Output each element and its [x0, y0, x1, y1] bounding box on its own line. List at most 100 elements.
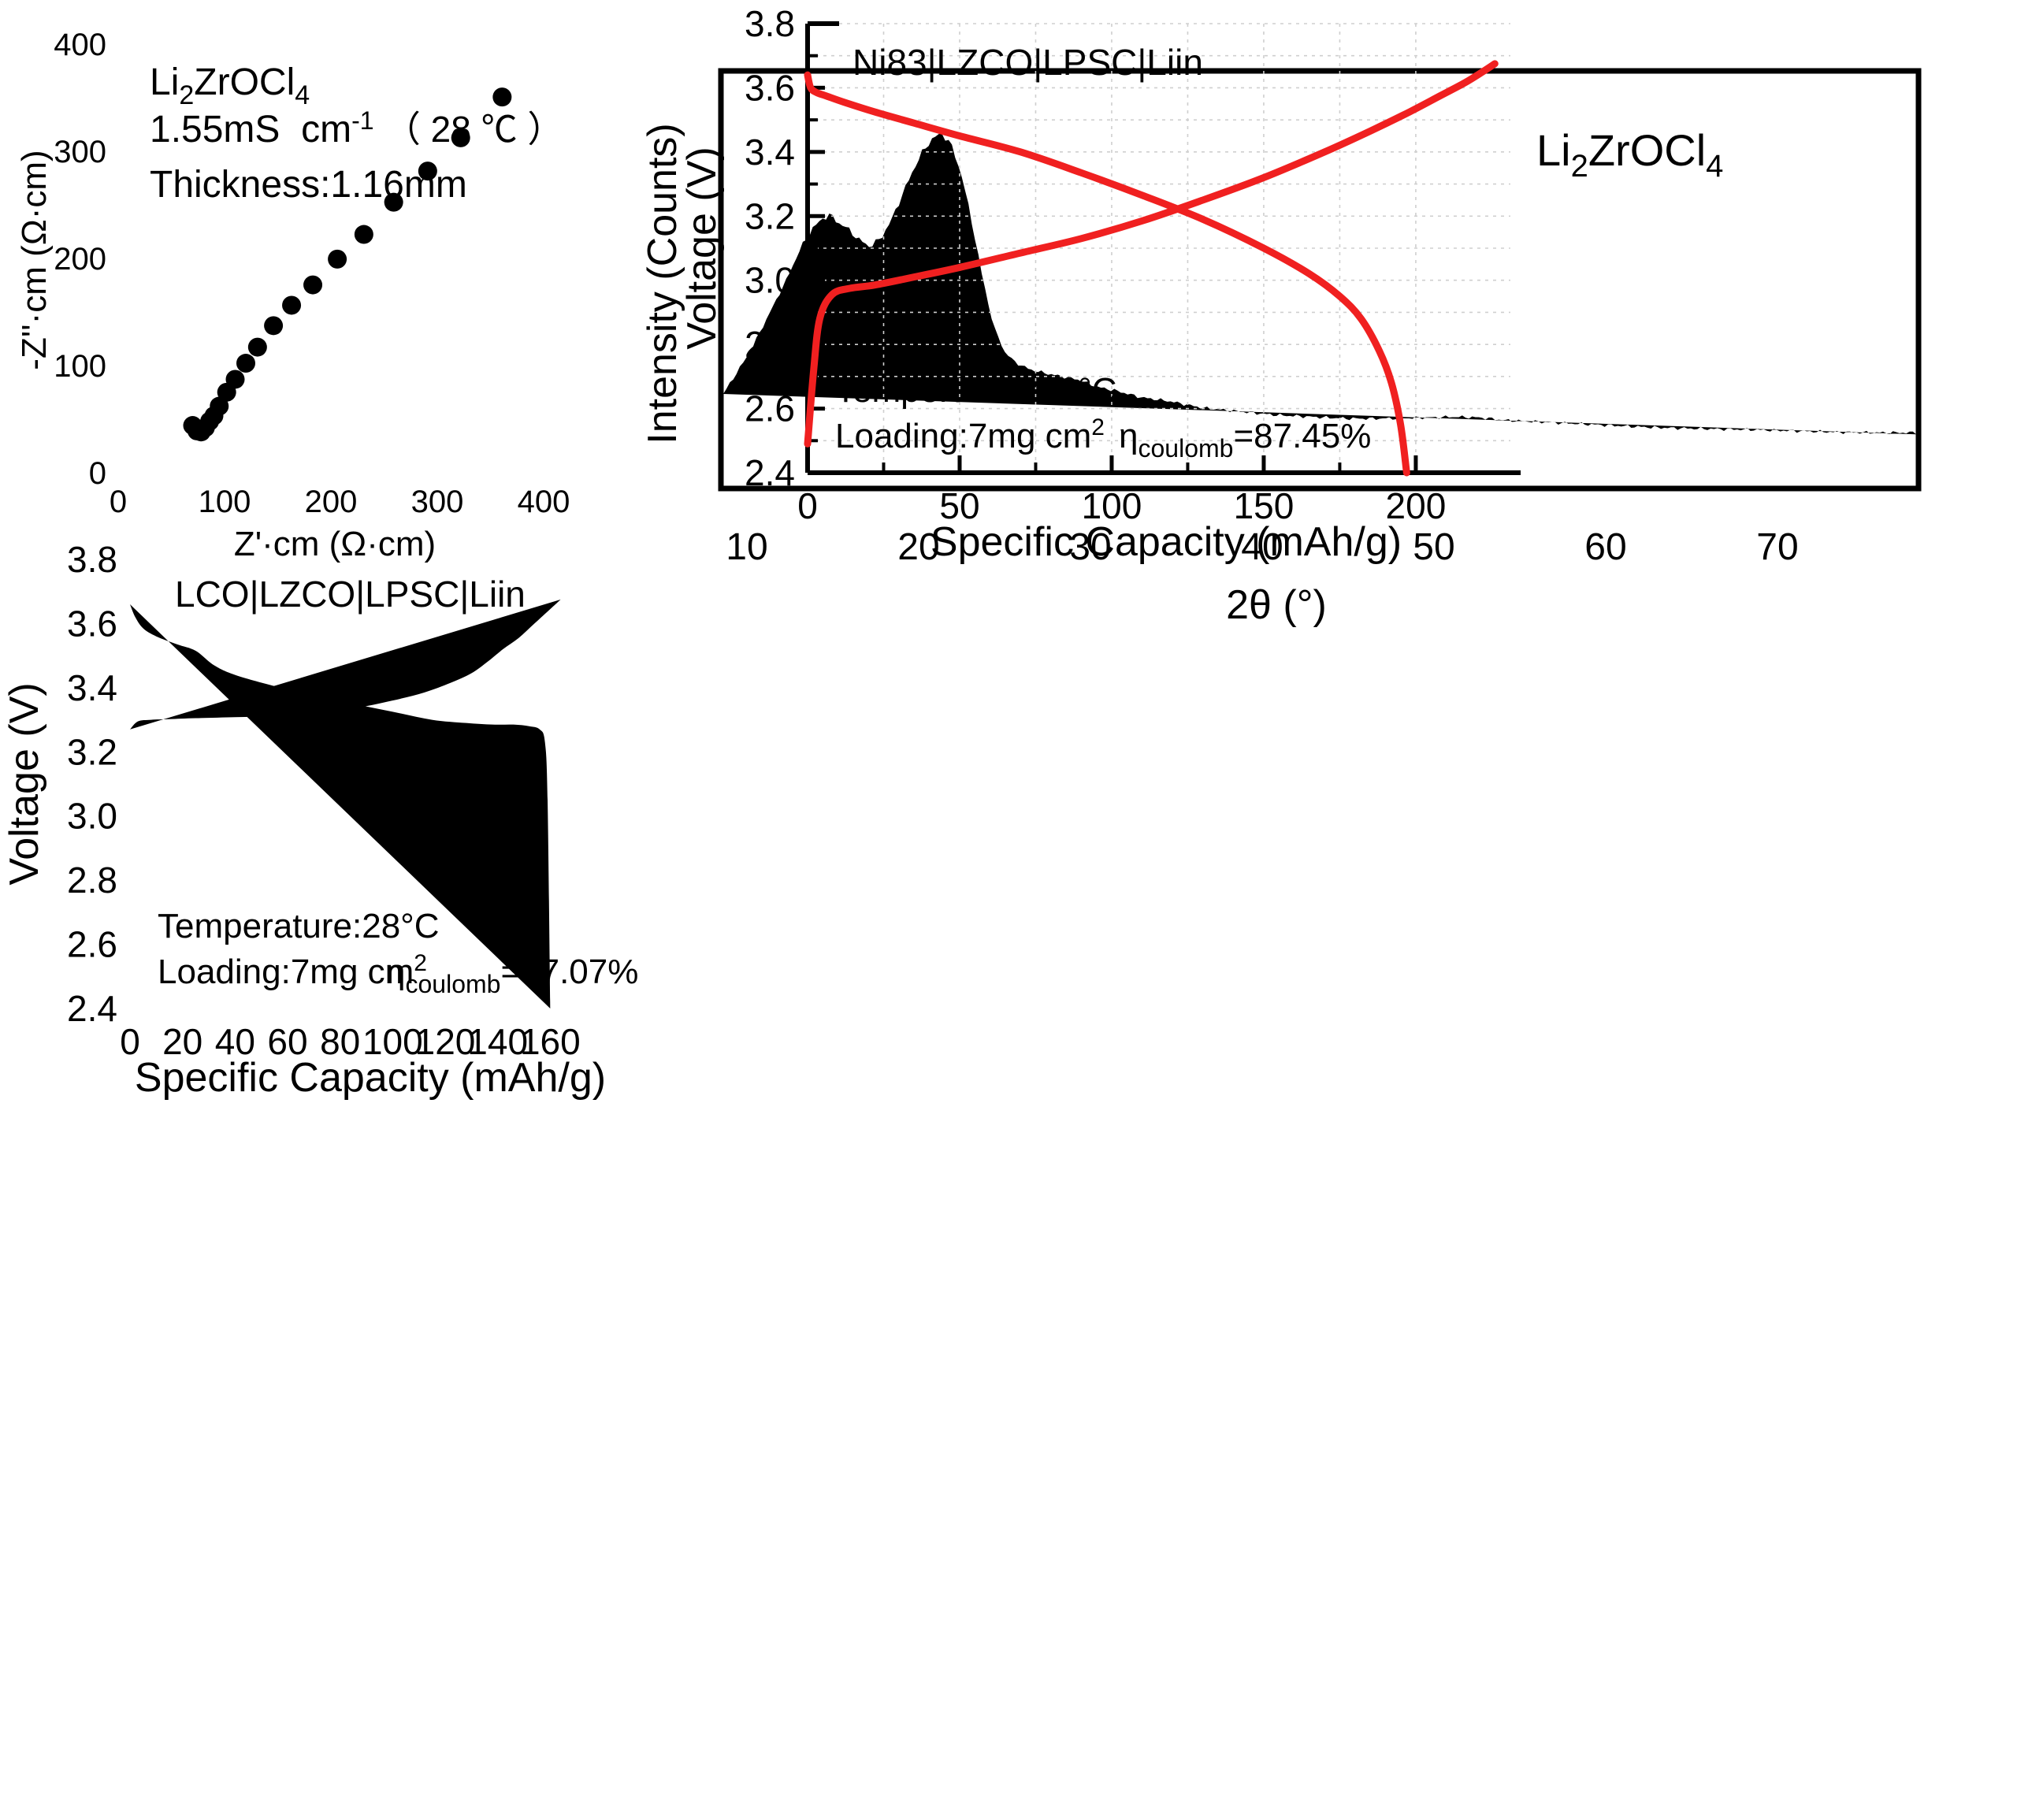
annot-temperature-c: Temperature:28°C — [158, 907, 440, 945]
y-tick-label: 3.0 — [745, 260, 795, 301]
y-tick-label: 3.8 — [67, 539, 117, 580]
x-tick-label: 70 — [1756, 526, 1798, 568]
data-point-highlight — [455, 132, 461, 138]
data-point — [451, 128, 470, 147]
data-point-highlight — [268, 319, 274, 325]
annot-eta-d: ηcoulomb=87.45% — [1119, 417, 1371, 462]
data-point — [354, 225, 373, 244]
data-point-highlight — [285, 299, 292, 306]
data-point-highlight — [388, 196, 394, 202]
y-tick-label: 2.8 — [67, 860, 117, 901]
data-point-highlight — [229, 373, 236, 380]
annot-conductivity-a: 1.55mS cm-1 （ 28 ℃ ） — [150, 106, 563, 150]
annot-thickness-a: Thickness:1.16mm — [150, 164, 467, 206]
y-tick-label: 3.4 — [67, 667, 117, 708]
data-point — [418, 162, 437, 181]
x-tick-label: 120 — [415, 1021, 476, 1062]
y-ticks-a — [118, 43, 136, 473]
x-tick-label: 20 — [162, 1021, 202, 1062]
y-tick-label: 2.4 — [67, 988, 117, 1029]
x-tick-label: 0 — [110, 485, 127, 519]
data-point — [282, 295, 302, 315]
x-axis-title-d: Specific Capacity (mAh/g) — [930, 519, 1402, 565]
x-tick-label: 0 — [797, 485, 818, 526]
x-axis-title-a: Z'·cm (Ω·cm) — [234, 525, 436, 563]
charge-curve-d — [804, 60, 1499, 448]
panel-nyquist: 400 300 200 100 0 0 100 200 300 400 Z'·c… — [0, 0, 630, 567]
y-tick-label: 2.8 — [745, 324, 795, 365]
x-tick-label: 40 — [1241, 526, 1283, 568]
x-tick-label: 10 — [726, 526, 767, 568]
x-tick-label: 100 — [1082, 485, 1142, 526]
x-tick-label: 20 — [897, 526, 939, 568]
x-tick-label: 100 — [362, 1021, 423, 1062]
panel-lco-voltage: 2.4 2.6 2.8 3.0 3.2 3.4 3.6 3.8 0 20 40 60 80 100 120 1… — [0, 536, 662, 1820]
x-tick-label: 100 — [199, 485, 251, 519]
discharge-curve-c — [130, 604, 551, 1008]
x-tick-label: 50 — [1413, 526, 1454, 568]
y-tick-label: 400 — [54, 28, 106, 62]
discharge-curve-d — [804, 71, 1410, 477]
panel-xrd: 10 20 30 40 50 60 70 2θ (°) Intensity (C… — [640, 47, 2017, 914]
data-point — [247, 337, 267, 357]
x-tick-label: 80 — [320, 1021, 360, 1062]
y-tick-label: 300 — [54, 135, 106, 169]
x-tick-label: 60 — [267, 1021, 307, 1062]
data-point-highlight — [496, 91, 503, 97]
annot-temperature-d: Temperature:28°C — [835, 371, 1117, 410]
data-point — [384, 192, 403, 212]
data-point-highlight — [358, 228, 364, 235]
x-tick-label: 160 — [520, 1021, 581, 1062]
data-point-highlight — [306, 278, 314, 285]
data-point — [328, 249, 347, 269]
y-tick-label: 2.6 — [745, 388, 795, 429]
y-axis-title-a: -Z''·cm (Ω·cm) — [15, 150, 54, 370]
x-tick-label: 300 — [411, 485, 464, 519]
annot-loading-d: Loading:7mg cm2 — [835, 414, 1105, 455]
data-point — [264, 316, 284, 336]
y-tick-label: 100 — [54, 349, 106, 384]
y-tick-label: 3.2 — [67, 731, 117, 772]
annot-cell-d: Ni83|LZCO|LPSC|Liin — [852, 42, 1203, 83]
data-point — [492, 87, 512, 107]
y-tick-label: 2.6 — [67, 924, 117, 965]
tick-labels-d: 2.4 2.6 2.8 3.0 3.2 3.4 3.6 3.8 0 50 100 150 200 — [745, 3, 1446, 526]
x-tick-label: 60 — [1584, 526, 1626, 568]
x-tick-label: 150 — [1234, 485, 1295, 526]
x-tick-label: 40 — [215, 1021, 255, 1062]
x-tick-label: 200 — [1386, 485, 1447, 526]
y-axis-title-b: Intensity (Counts) — [646, 123, 685, 444]
scatter-series-a — [183, 87, 512, 442]
data-point-highlight — [221, 386, 227, 392]
data-point — [236, 354, 255, 373]
x-tick-label: 30 — [1069, 526, 1111, 568]
data-point — [303, 275, 323, 295]
xrd-curve — [723, 133, 1916, 435]
y-tick-label: 3.6 — [745, 67, 795, 108]
plot-frame-b — [718, 68, 1922, 492]
y-tick-label: 3.6 — [67, 603, 117, 644]
data-point — [225, 370, 245, 389]
y-axis-title-c: Voltage (V) — [2, 682, 47, 885]
y-tick-label: 3.8 — [745, 3, 795, 44]
y-tick-label: 3.0 — [67, 796, 117, 837]
x-axis-title-b: 2θ (°) — [1226, 582, 1327, 628]
x-tick-label: 0 — [120, 1021, 140, 1062]
annot-cell-c: LCO|LZCO|LPSC|Liin — [175, 574, 526, 615]
x-tick-label: 200 — [305, 485, 358, 519]
annot-material-b: Li2ZrOCl4 — [1536, 125, 1723, 184]
data-point-highlight — [422, 165, 428, 171]
y-tick-label: 3.4 — [745, 132, 795, 173]
data-point-highlight — [240, 357, 247, 363]
annot-loading-c: Loading:7mg cm2 — [158, 950, 427, 991]
data-point-highlight — [332, 253, 338, 259]
y-tick-label: 2.4 — [745, 452, 795, 493]
x-tick-label: 400 — [518, 485, 570, 519]
x-axis-title-c: Specific Capacity (mAh/g) — [135, 1055, 606, 1101]
data-point-highlight — [251, 340, 258, 347]
annot-material-a: Li2ZrOCl4 — [150, 61, 310, 110]
x-ticks-a — [118, 455, 544, 473]
panel-ni83-voltage: 2.4 2.6 2.8 3.0 3.2 3.4 3.6 3.8 0 50 100 150 200 Spe… — [678, 0, 2017, 1284]
